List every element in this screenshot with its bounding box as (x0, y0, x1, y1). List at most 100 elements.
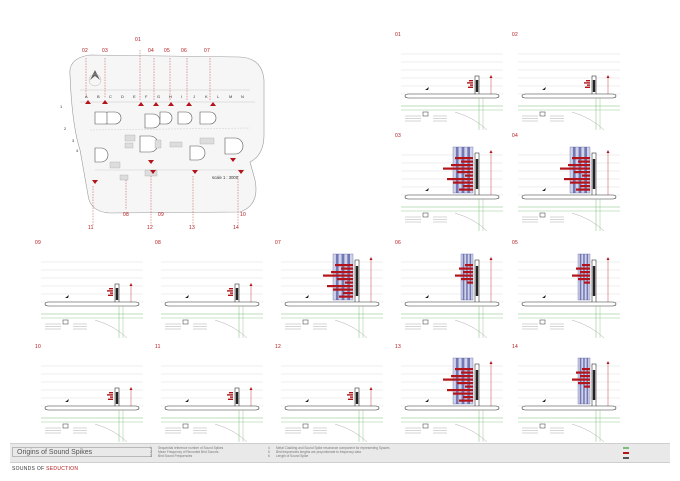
section-drawing (281, 253, 383, 339)
legend-col2: Metal Cladding and Sound Spike resonance… (276, 446, 426, 458)
legend-num: 5 (268, 450, 270, 454)
section-panel-14: 14 (512, 344, 627, 444)
map-label-02: 02 (82, 48, 88, 54)
legend-num: 4 (268, 446, 270, 450)
grid-letter: K (205, 94, 208, 99)
site-map: 02 03 01 04 05 06 07 11 08 12 09 13 14 1… (50, 30, 280, 235)
section-panel-11: 11 (155, 344, 270, 444)
section-drawing (518, 53, 620, 131)
section-drawing (41, 365, 143, 443)
frequency-spectrum (577, 357, 591, 405)
map-label-09: 09 (158, 212, 164, 218)
legend-item: Metal Cladding and Sound Spike resonance… (276, 446, 390, 450)
legend-item: Mean Frequency of Recorded Bird Sounds (158, 450, 219, 454)
section-drawing (401, 146, 503, 232)
panel-number: 11 (155, 344, 161, 350)
map-label-05: 05 (164, 48, 170, 54)
section-panel-05: 05 (512, 240, 627, 340)
grid-letter: B (97, 94, 100, 99)
map-label-10: 10 (240, 212, 246, 218)
map-scale: scale 1 : 3000 (212, 175, 239, 180)
section-panel-02: 02 (512, 32, 627, 132)
panel-number: 13 (395, 344, 401, 350)
map-label-06: 06 (181, 48, 187, 54)
legend-bar (10, 443, 670, 463)
side-number-4: 4 (76, 148, 79, 153)
map-label-11: 11 (88, 225, 94, 231)
legend-col1: Sequential reference number of Sound Spi… (158, 446, 268, 458)
section-panel-01: 01 (395, 32, 510, 132)
section-drawing (281, 365, 383, 443)
section-panel-07: 07 (275, 240, 390, 340)
section-drawing (161, 261, 263, 339)
grid-letter: C (109, 94, 112, 99)
panel-number: 14 (512, 344, 518, 350)
section-panel-10: 10 (35, 344, 150, 444)
section-panel-06: 06 (395, 240, 510, 340)
grid-letter: D (121, 94, 124, 99)
panel-number: 12 (275, 344, 281, 350)
legend-num: 3 (150, 454, 152, 458)
panel-number: 09 (35, 240, 41, 246)
map-label-01: 01 (135, 37, 141, 43)
frequency-spectrum (332, 253, 354, 301)
section-panel-04: 04 (512, 133, 627, 233)
section-drawing (401, 357, 503, 443)
map-label-08: 08 (123, 212, 129, 218)
grid-letter: M (229, 94, 233, 99)
grid-letter: L (217, 94, 220, 99)
section-drawing (518, 253, 620, 339)
panel-number: 01 (395, 32, 401, 38)
legend-num: 1 (150, 446, 152, 450)
grid-letter: J (193, 94, 195, 99)
grid-letter: F (145, 94, 148, 99)
legend-item: Bird Sound Frequencies (158, 454, 193, 458)
frequency-spectrum (577, 253, 591, 301)
legend-title: Origins of Sound Spikes (12, 447, 152, 457)
map-label-12: 12 (147, 225, 153, 231)
footer-accent: SEDUCTION (46, 466, 79, 472)
grid-letter: G (157, 94, 161, 99)
map-label-07: 07 (204, 48, 210, 54)
site-map-drawing (69, 50, 265, 225)
panel-number: 08 (155, 240, 161, 246)
map-label-14: 14 (233, 225, 239, 231)
grid-letter: A (85, 94, 88, 99)
frequency-spectrum (460, 253, 474, 301)
panel-number: 05 (512, 240, 518, 246)
section-panel-09: 09 (35, 240, 150, 340)
north-arrow-icon (88, 70, 102, 87)
frequency-spectrum (452, 146, 474, 194)
frequency-spectrum (452, 357, 474, 405)
panel-number: 02 (512, 32, 518, 38)
section-drawing (518, 357, 620, 443)
section-panel-08: 08 (155, 240, 270, 340)
side-number-1: 1 (60, 104, 63, 109)
frequency-spectrum (569, 146, 591, 194)
side-number-3: 3 (72, 138, 75, 143)
section-panel-03: 03 (395, 133, 510, 233)
section-drawing (401, 253, 503, 339)
legend-num: 2 (150, 450, 152, 454)
section-panel-12: 12 (275, 344, 390, 444)
panel-number: 06 (395, 240, 401, 246)
footer-prefix: SOUNDS OF (12, 466, 45, 472)
legend-item: Sequential reference number of Sound Spi… (158, 446, 224, 450)
section-panel-13: 13 (395, 344, 510, 444)
grid-letter: N (241, 94, 244, 99)
panel-number: 10 (35, 344, 41, 350)
section-drawing (401, 53, 503, 131)
panel-number: 03 (395, 133, 401, 139)
legend-num: 6 (268, 454, 270, 458)
panel-number: 07 (275, 240, 281, 246)
side-number-2: 2 (64, 126, 67, 131)
grid-letter: E (133, 94, 136, 99)
section-drawing (41, 261, 143, 339)
footer-title: SOUNDS OF SEDUCTION (12, 466, 78, 472)
legend-item: Bird frequencies lengths are proportiona… (276, 450, 361, 454)
legend-item: Length of Sound Spike (276, 454, 309, 458)
legend-col2-numbers: 4 5 6 (268, 446, 278, 458)
grid-letter: I (181, 94, 183, 99)
